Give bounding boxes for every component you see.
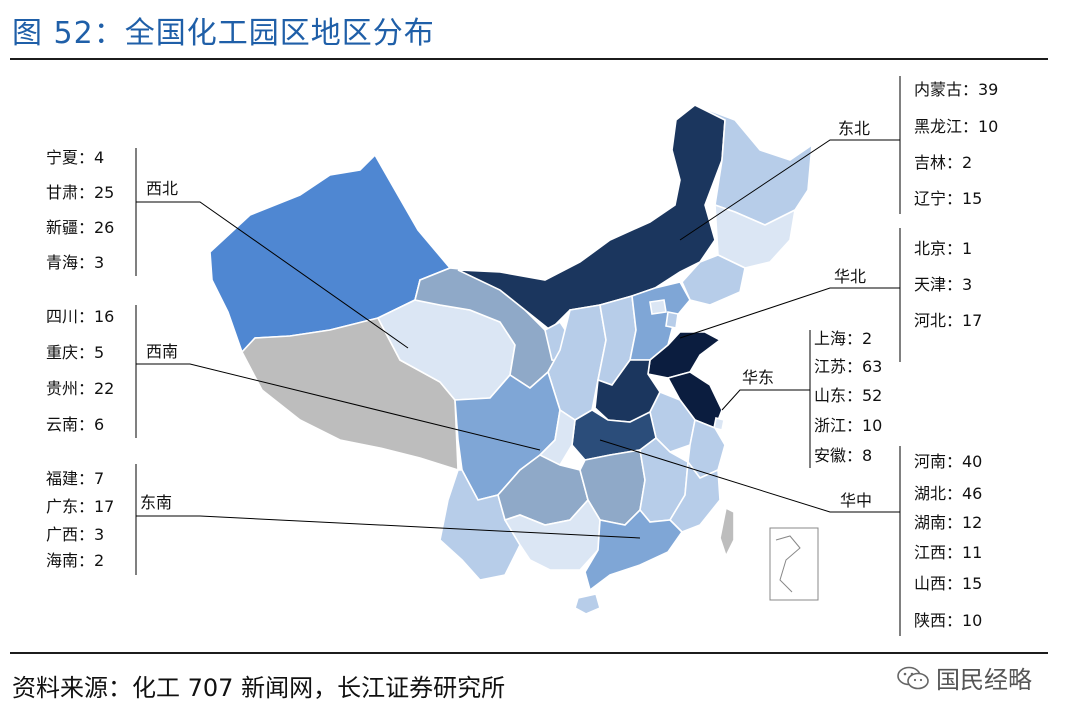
wechat-icon — [897, 666, 929, 689]
southwest-leader — [136, 363, 541, 451]
region-label-northeast: 东北 — [838, 119, 870, 138]
region-label-northwest: 西北 — [146, 179, 178, 198]
list-item-hebei: 河北：17 — [914, 311, 982, 330]
list-item-yunnan: 云南：6 — [46, 415, 104, 434]
east-leader — [721, 389, 810, 411]
province-shanghai — [713, 417, 725, 431]
list-item-fujian: 福建：7 — [46, 469, 104, 488]
watermark-text: 国民经略 — [936, 666, 1032, 694]
north-leader — [679, 287, 900, 339]
list-item-anhui: 安徽：8 — [814, 446, 872, 465]
source-note: 资料来源：化工 707 新闻网，长江证券研究所 — [12, 674, 506, 702]
list-item-qinghai: 青海：3 — [46, 253, 104, 272]
list-item-hainan: 海南：2 — [46, 551, 104, 570]
list-item-ningxia: 宁夏：4 — [46, 148, 104, 167]
province-hebei — [629, 281, 691, 361]
list-item-heilongjiang: 黑龙江：10 — [914, 117, 998, 136]
list-item-hunan: 湖南：12 — [914, 513, 982, 532]
region-label-southwest: 西南 — [146, 342, 178, 361]
list-item-guizhou: 贵州：22 — [46, 379, 114, 398]
northeast-leader — [679, 139, 900, 241]
province-beijing — [649, 299, 667, 315]
northwest-leader — [136, 201, 409, 349]
list-item-shandong: 山东：52 — [814, 386, 882, 405]
south-china-sea-inset — [769, 527, 819, 601]
region-label-southeast: 东南 — [140, 493, 172, 512]
region-label-east: 华东 — [742, 368, 774, 387]
list-item-liaoning: 辽宁：15 — [914, 189, 982, 208]
province-taiwan — [719, 506, 735, 559]
list-item-beijing: 北京：1 — [914, 239, 972, 258]
list-item-jiangsu: 江苏：63 — [814, 357, 882, 376]
list-item-guangxi: 广西：3 — [46, 525, 104, 544]
list-item-inner-mongolia: 内蒙古：39 — [914, 80, 998, 99]
region-label-north: 华北 — [834, 267, 866, 286]
list-item-sichuan: 四川：16 — [46, 307, 114, 326]
province-liaoning — [681, 254, 746, 306]
list-item-guangdong: 广东：17 — [46, 497, 114, 516]
list-item-jiangxi: 江西：11 — [914, 543, 982, 562]
list-item-shaanxi: 陕西：10 — [914, 611, 982, 630]
bottom-divider — [10, 652, 1048, 654]
province-guangxi — [503, 498, 601, 571]
region-label-central: 华中 — [840, 491, 872, 510]
southeast-leader — [136, 515, 641, 539]
list-item-shanghai: 上海：2 — [814, 329, 872, 348]
page-title: 图 52：全国化工园区地区分布 — [12, 16, 435, 51]
list-item-tianjin: 天津：3 — [914, 275, 972, 294]
list-item-chongqing: 重庆：5 — [46, 343, 104, 362]
list-item-zhejiang: 浙江：10 — [814, 416, 882, 435]
province-yunnan — [439, 469, 521, 581]
list-item-jilin: 吉林：2 — [914, 153, 972, 172]
province-tianjin — [665, 311, 679, 329]
top-divider — [10, 58, 1048, 60]
province-hainan — [574, 593, 601, 615]
inset-coast-line — [775, 535, 801, 593]
province-shandong — [647, 331, 722, 379]
list-item-hubei: 湖北：46 — [914, 484, 982, 503]
list-item-henan: 河南：40 — [914, 452, 982, 471]
province-guangdong — [584, 508, 684, 592]
list-item-shanxi: 山西：15 — [914, 574, 982, 593]
list-item-xinjiang: 新疆：26 — [46, 218, 114, 237]
list-item-gansu: 甘肃：25 — [46, 183, 114, 202]
central-leader — [599, 439, 900, 513]
watermark: 国民经略 — [896, 660, 1032, 695]
